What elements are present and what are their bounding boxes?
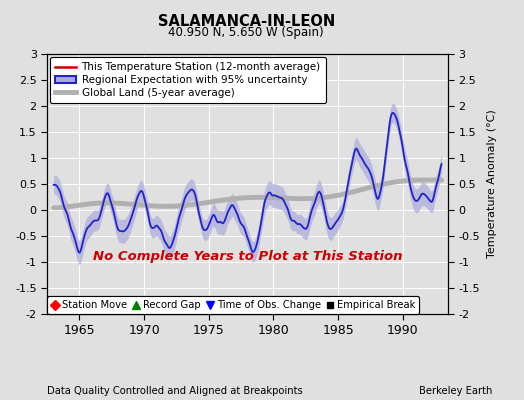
Legend: Station Move, Record Gap, Time of Obs. Change, Empirical Break: Station Move, Record Gap, Time of Obs. C… [47, 296, 419, 314]
Text: No Complete Years to Plot at This Station: No Complete Years to Plot at This Statio… [93, 250, 402, 263]
Text: Berkeley Earth: Berkeley Earth [419, 386, 493, 396]
Text: SALAMANCA-IN-LEON: SALAMANCA-IN-LEON [158, 14, 335, 29]
Text: Data Quality Controlled and Aligned at Breakpoints: Data Quality Controlled and Aligned at B… [47, 386, 303, 396]
Text: 40.950 N, 5.650 W (Spain): 40.950 N, 5.650 W (Spain) [169, 26, 324, 39]
Y-axis label: Temperature Anomaly (°C): Temperature Anomaly (°C) [487, 110, 497, 258]
